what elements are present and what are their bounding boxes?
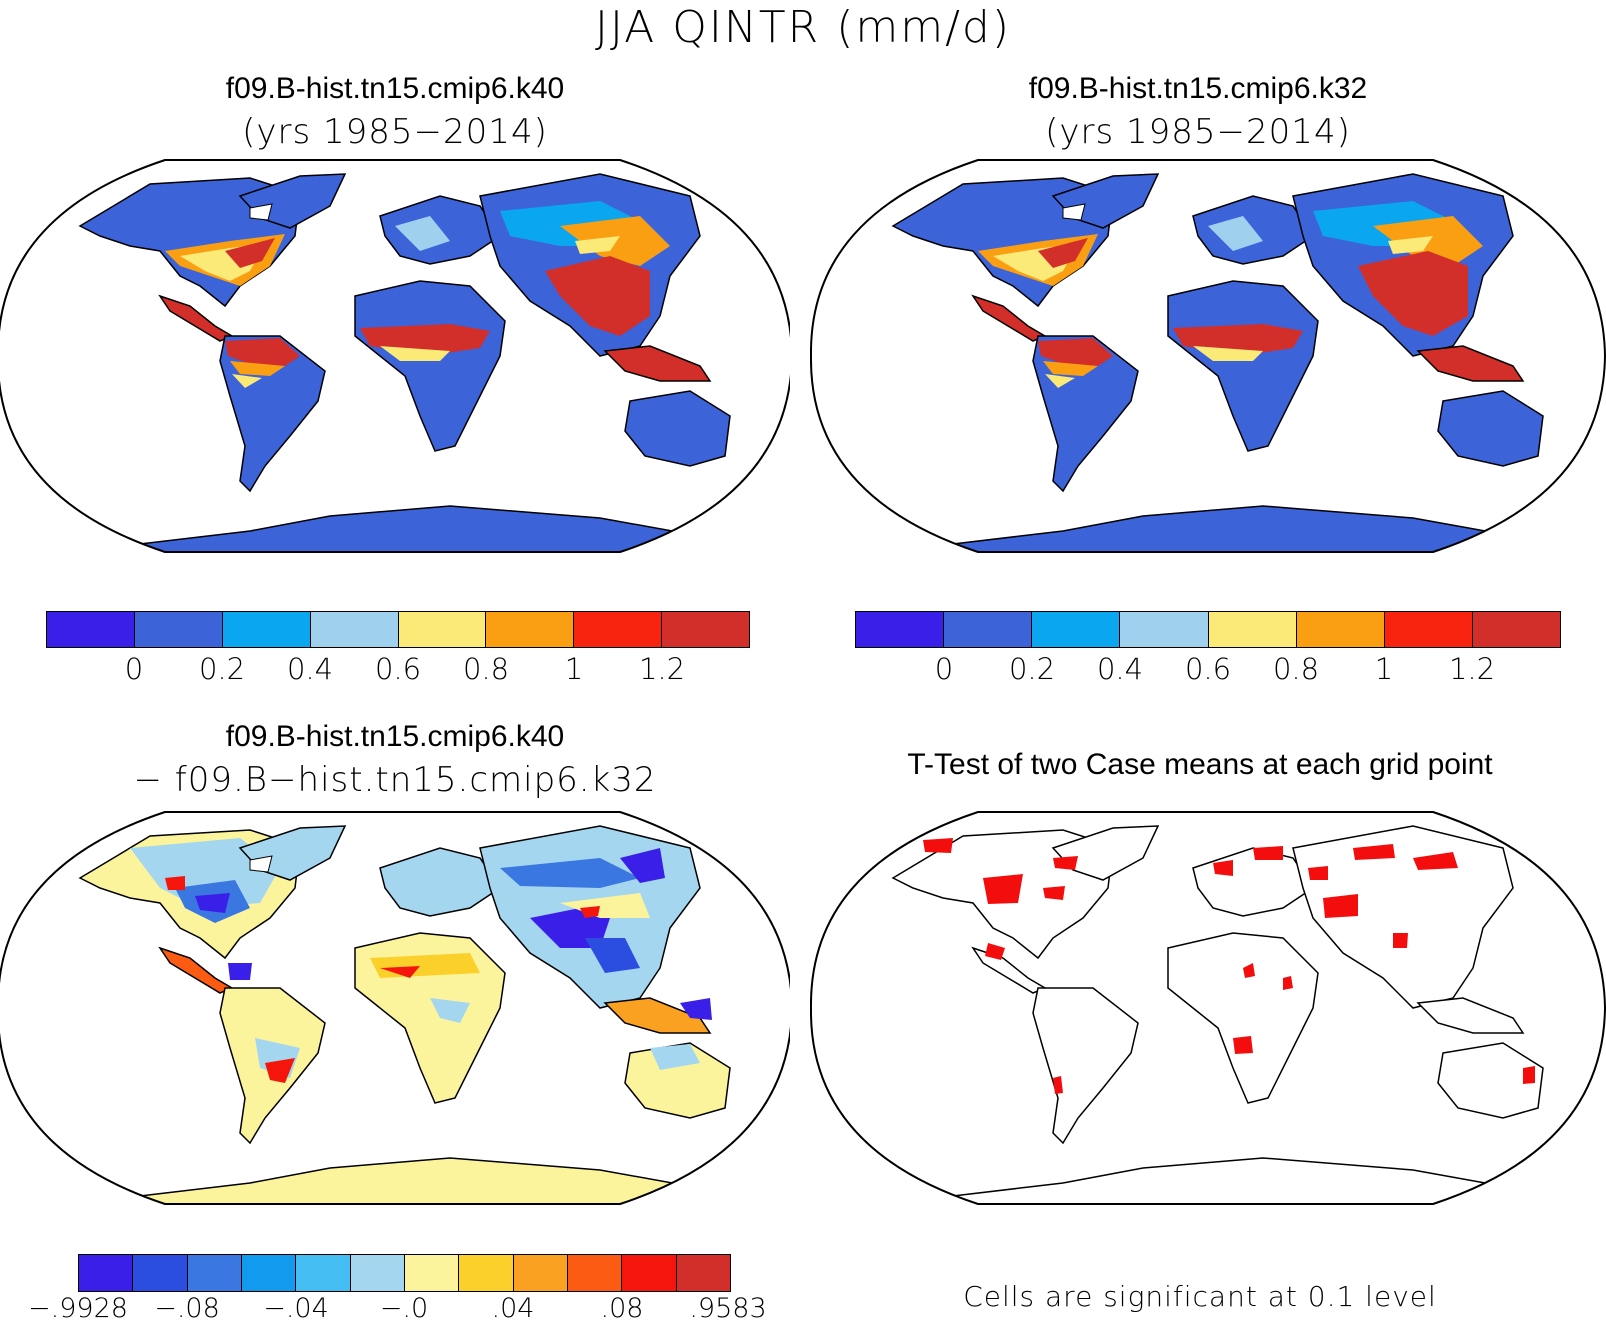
colorbar-box (310, 612, 399, 647)
colorbar-top-left (46, 611, 750, 648)
colorbar-box (944, 612, 1033, 647)
continent-indonesia (603, 345, 712, 382)
continent-antarctica (139, 505, 701, 552)
figure-title: JJA QINTR (mm/d) (594, 2, 1012, 53)
colorbar-box (1472, 612, 1560, 647)
colorbar-tick-label: 1 (564, 652, 584, 686)
panel-subtitle-bottom-left: − f09.B−hist.tn15.cmip6.k32 (133, 760, 657, 800)
colorbar-top-right (855, 611, 1561, 648)
colorbar-box (856, 612, 945, 647)
colorbar-tick-label: 0.2 (198, 652, 246, 686)
colorbar-box (1208, 612, 1297, 647)
panel-title-top-left: f09.B-hist.tn15.cmip6.k40 (225, 72, 565, 105)
colorbar-tick-label: 1.2 (638, 652, 686, 686)
continent-south-america (219, 335, 326, 493)
colorbar-tick-label: 0 (124, 652, 144, 686)
colorbar-tick-label: 0.4 (286, 652, 334, 686)
map-top-left (0, 159, 790, 553)
colorbar-box (662, 612, 749, 647)
colorbar-box (222, 612, 311, 647)
colorbar-box (398, 612, 487, 647)
colorbar-box (574, 612, 663, 647)
colorbar-box (79, 1255, 134, 1291)
continent-australia (624, 390, 731, 467)
map-top-right (810, 159, 1606, 553)
colorbar-tick-label: −.08 (154, 1293, 220, 1324)
colorbar-box (47, 612, 135, 647)
continent-africa (354, 280, 506, 452)
panel-title-top-right: f09.B-hist.tn15.cmip6.k32 (1028, 72, 1368, 105)
colorbar-tick-label: 0.2 (1008, 652, 1056, 686)
colorbar-box (296, 1255, 351, 1291)
colorbar-tick-label: 0.4 (1096, 652, 1144, 686)
colorbar-tick-label: 0.6 (374, 652, 422, 686)
colorbar-tick-label: .08 (600, 1293, 644, 1324)
colorbar-tick-label: 1 (1374, 652, 1394, 686)
colorbar-box (622, 1255, 677, 1291)
significance-footnote: Cells are significant at 0.1 level (963, 1280, 1437, 1313)
colorbar-tick-label: 0 (934, 652, 954, 686)
colorbar-tick-label: 0.6 (1184, 652, 1232, 686)
colorbar-tick-label: −.9928 (28, 1293, 128, 1324)
map-bottom-left (0, 811, 790, 1205)
colorbar-tick-label: 0.8 (1272, 652, 1320, 686)
map-border (810, 159, 1606, 553)
significant-cells (923, 838, 1535, 1094)
colorbar-tick-label: −.0 (379, 1293, 429, 1324)
colorbar-box (133, 1255, 188, 1291)
colorbar-box (404, 1255, 460, 1291)
colorbar-tick-label: 0.8 (462, 652, 510, 686)
panel-subtitle-top-right: (yrs 1985−2014) (1045, 112, 1351, 152)
map-bottom-right (810, 811, 1606, 1205)
map-border (0, 811, 790, 1205)
colorbar-box (134, 612, 223, 647)
colorbar-tick-label: .04 (491, 1293, 535, 1324)
map-border (810, 811, 1606, 1205)
colorbar-box (1296, 612, 1385, 647)
colorbar-box (486, 612, 575, 647)
colorbar-box (459, 1255, 514, 1291)
colorbar-box (241, 1255, 297, 1291)
colorbar-box (1120, 612, 1209, 647)
colorbar-box (350, 1255, 405, 1291)
colorbar-box (187, 1255, 242, 1291)
colorbar-bottom-left (78, 1254, 731, 1292)
colorbar-box (567, 1255, 623, 1291)
colorbar-tick-label: .9583 (689, 1293, 767, 1324)
colorbar-tick-label: 1.2 (1448, 652, 1496, 686)
colorbar-box (1384, 612, 1473, 647)
colorbar-box (1032, 612, 1121, 647)
map-border (0, 159, 790, 553)
panel-subtitle-top-left: (yrs 1985−2014) (242, 112, 548, 152)
panel-title-bottom-right: T-Test of two Case means at each grid po… (907, 748, 1493, 781)
panel-title-bottom-left: f09.B-hist.tn15.cmip6.k40 (225, 720, 565, 753)
colorbar-box (513, 1255, 568, 1291)
colorbar-tick-label: −.04 (263, 1293, 329, 1324)
colorbar-box (676, 1255, 730, 1291)
